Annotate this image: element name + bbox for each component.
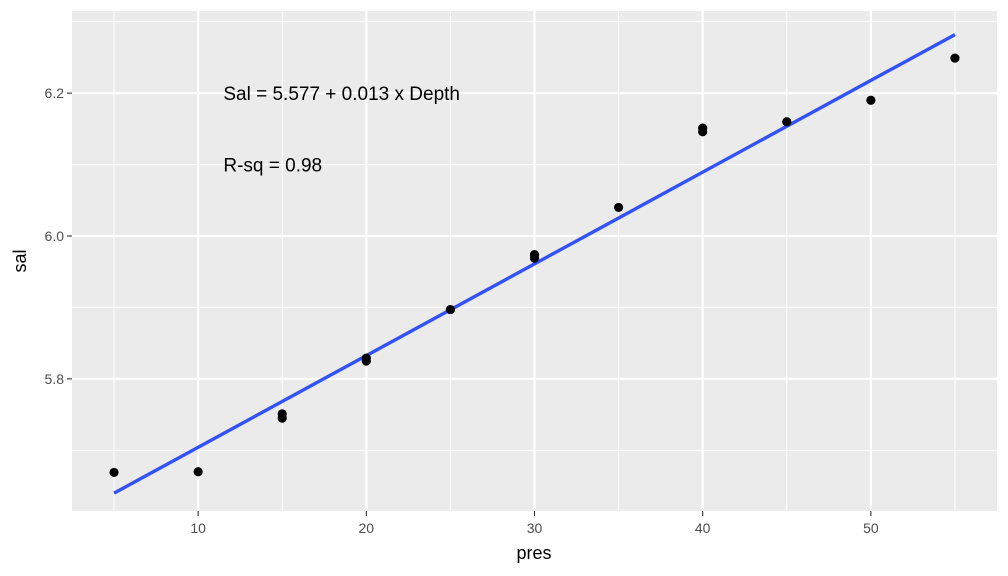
annotation-text: R-sq = 0.98 bbox=[223, 156, 322, 177]
data-point bbox=[782, 117, 792, 127]
x-tick-label: 20 bbox=[359, 520, 375, 536]
x-tick-label: 30 bbox=[527, 520, 543, 536]
data-points-layer bbox=[109, 53, 960, 478]
y-axis-title: sal bbox=[10, 249, 30, 272]
data-point bbox=[613, 202, 624, 213]
data-point bbox=[866, 95, 876, 105]
y-tick-label: 6.2 bbox=[45, 85, 65, 101]
data-point bbox=[698, 123, 708, 133]
data-point bbox=[277, 409, 287, 419]
data-point bbox=[193, 467, 203, 477]
data-point bbox=[445, 304, 456, 315]
data-point bbox=[529, 249, 540, 260]
x-tick-label: 10 bbox=[190, 520, 206, 536]
fit-line-layer bbox=[113, 33, 956, 495]
data-point bbox=[950, 53, 960, 63]
major-gridlines bbox=[72, 11, 997, 511]
data-point bbox=[109, 467, 119, 478]
axes-layer: 10 20 30 40 50 5.8 6.0 6.2 bbox=[45, 85, 879, 536]
annotation-text: Sal = 5.577 + 0.013 x Depth bbox=[223, 84, 460, 105]
x-tick-label: 50 bbox=[863, 520, 879, 536]
annotations-layer: Sal = 5.577 + 0.013 x Depth R-sq = 0.98 bbox=[223, 84, 460, 176]
fit-line bbox=[113, 33, 956, 495]
x-axis-title: pres bbox=[516, 543, 551, 563]
y-tick-label: 5.8 bbox=[45, 371, 65, 387]
x-tick-label: 40 bbox=[695, 520, 711, 536]
data-point bbox=[361, 353, 371, 363]
y-tick-label: 6.0 bbox=[45, 228, 65, 244]
